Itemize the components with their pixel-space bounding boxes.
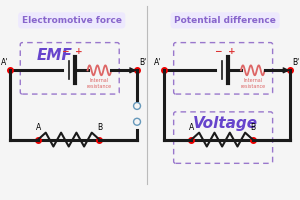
Text: B: B xyxy=(250,123,255,132)
Text: Internal
resistance: Internal resistance xyxy=(240,78,266,89)
Text: +: + xyxy=(75,47,83,56)
Text: B': B' xyxy=(292,58,300,67)
Text: A': A' xyxy=(154,58,162,67)
Text: A': A' xyxy=(1,58,8,67)
Text: B': B' xyxy=(139,58,146,67)
Text: B: B xyxy=(97,123,102,132)
Text: +: + xyxy=(228,47,236,56)
Text: EMF: EMF xyxy=(37,48,73,63)
Text: Potential difference: Potential difference xyxy=(174,16,276,25)
Text: Internal
resistance: Internal resistance xyxy=(87,78,112,89)
Text: A: A xyxy=(35,123,41,132)
Text: −: − xyxy=(214,47,222,56)
Text: A: A xyxy=(189,123,194,132)
Text: Voltage: Voltage xyxy=(193,116,258,131)
Text: Electromotive force: Electromotive force xyxy=(22,16,122,25)
Text: −: − xyxy=(61,47,68,56)
